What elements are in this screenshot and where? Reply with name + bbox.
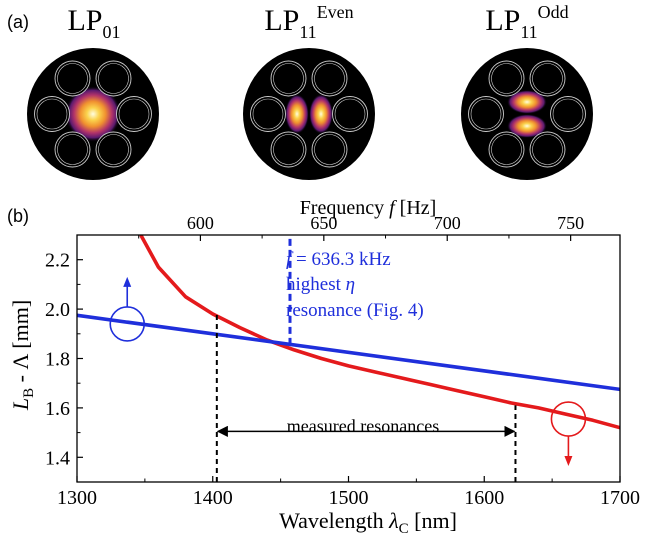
air-hole-inner-ring (252, 98, 284, 130)
mode-lp01: LP01 (27, 4, 159, 180)
air-hole-inner-ring (57, 63, 88, 94)
air-hole-inner-ring (98, 134, 129, 165)
air-hole (529, 131, 566, 168)
x2-tick-label: 650 (310, 213, 337, 233)
y-tick-label: 1.4 (45, 447, 70, 469)
air-hole-inner-ring (314, 134, 345, 165)
air-hole-inner-ring (36, 98, 68, 130)
plot-frame (76, 234, 621, 483)
air-hole-inner-ring (118, 98, 150, 130)
y-tick-label: 1.6 (45, 398, 70, 420)
air-hole-inner-ring (273, 134, 304, 165)
bottom-axis-title: Wavelength λC [nm] (279, 508, 457, 536)
chart: 1300 1400 1500 1600 1700 1.4 1.6 1.8 2.0 2.2 600 65… (45, 213, 640, 509)
x2-tick-label: 600 (187, 213, 214, 233)
air-hole-inner-ring (491, 63, 522, 94)
air-hole-inner-ring (532, 63, 563, 94)
mode-lp11-odd: LP11Odd (461, 2, 593, 180)
air-hole-inner-ring (491, 134, 522, 165)
x-tick-label: 1500 (329, 487, 369, 509)
air-hole (332, 96, 368, 132)
indicator-arrow-head (564, 456, 573, 467)
mode-intensity-lobe (285, 94, 309, 134)
mode-intensity-lobe (507, 114, 547, 138)
air-hole (116, 96, 152, 132)
annotation-line-2: highest η (286, 274, 355, 295)
indicator-arrow-head (123, 276, 132, 287)
x2-tick-label: 750 (557, 213, 584, 233)
red-axis-indicator (550, 401, 587, 467)
mode-lp01-title: LP01 (67, 4, 120, 42)
air-hole (250, 96, 286, 132)
mode-lp11-odd-title: LP11Odd (485, 2, 568, 42)
panel-a-label: (a) (7, 12, 29, 32)
air-hole (311, 131, 348, 168)
air-hole-inner-ring (273, 63, 304, 94)
mode-intensity-lobe (507, 90, 547, 114)
series-red-line (139, 235, 620, 430)
panel-b-label: (b) (7, 206, 29, 226)
air-hole (95, 131, 132, 168)
series-blue-line (77, 313, 620, 392)
measured-resonances-label: measured resonances (287, 416, 439, 436)
mode-lp11-even-title: LP11Even (264, 2, 353, 42)
top-axis-title: Frequency f [Hz] (300, 197, 437, 219)
air-hole (488, 131, 525, 168)
mode-lp11-odd-image (461, 48, 593, 180)
air-hole (34, 96, 70, 132)
y-axis-title: LB - Λ [mm] (8, 300, 37, 411)
air-hole (270, 60, 307, 97)
air-hole (95, 60, 132, 97)
blue-axis-indicator (109, 276, 146, 342)
air-hole-inner-ring (98, 63, 129, 94)
mode-intensity-lobe (65, 86, 121, 142)
air-hole (550, 96, 586, 132)
x-tick-label: 1300 (57, 487, 97, 509)
air-hole (529, 60, 566, 97)
air-hole-inner-ring (552, 98, 584, 130)
mode-lp11-even-image (243, 48, 375, 180)
air-hole-inner-ring (57, 134, 88, 165)
x2-tick-label: 700 (434, 213, 461, 233)
air-hole (54, 60, 91, 97)
resonance-annotation: f = 636.3 kHz highest η resonance (Fig. … (286, 249, 424, 321)
y-tick-label: 2.0 (45, 299, 70, 321)
y-tick-label: 1.8 (45, 349, 70, 371)
air-hole-inner-ring (334, 98, 366, 130)
air-hole (54, 131, 91, 168)
mode-lp01-image (27, 48, 159, 180)
mode-intensity-lobe (309, 94, 333, 134)
air-hole (488, 60, 525, 97)
annotation-line-3: resonance (Fig. 4) (286, 300, 424, 321)
air-hole-inner-ring (470, 98, 502, 130)
x-tick-label: 1700 (600, 487, 640, 509)
y-tick-label: 2.2 (45, 250, 70, 272)
mode-lp11-even: LP11Even (243, 2, 375, 180)
air-hole-inner-ring (532, 134, 563, 165)
air-hole-inner-ring (314, 63, 345, 94)
x-tick-label: 1600 (464, 487, 504, 509)
x-tick-label: 1400 (193, 487, 233, 509)
air-hole (311, 60, 348, 97)
air-hole (468, 96, 504, 132)
air-hole (270, 131, 307, 168)
annotation-line-1: f = 636.3 kHz (286, 249, 391, 270)
